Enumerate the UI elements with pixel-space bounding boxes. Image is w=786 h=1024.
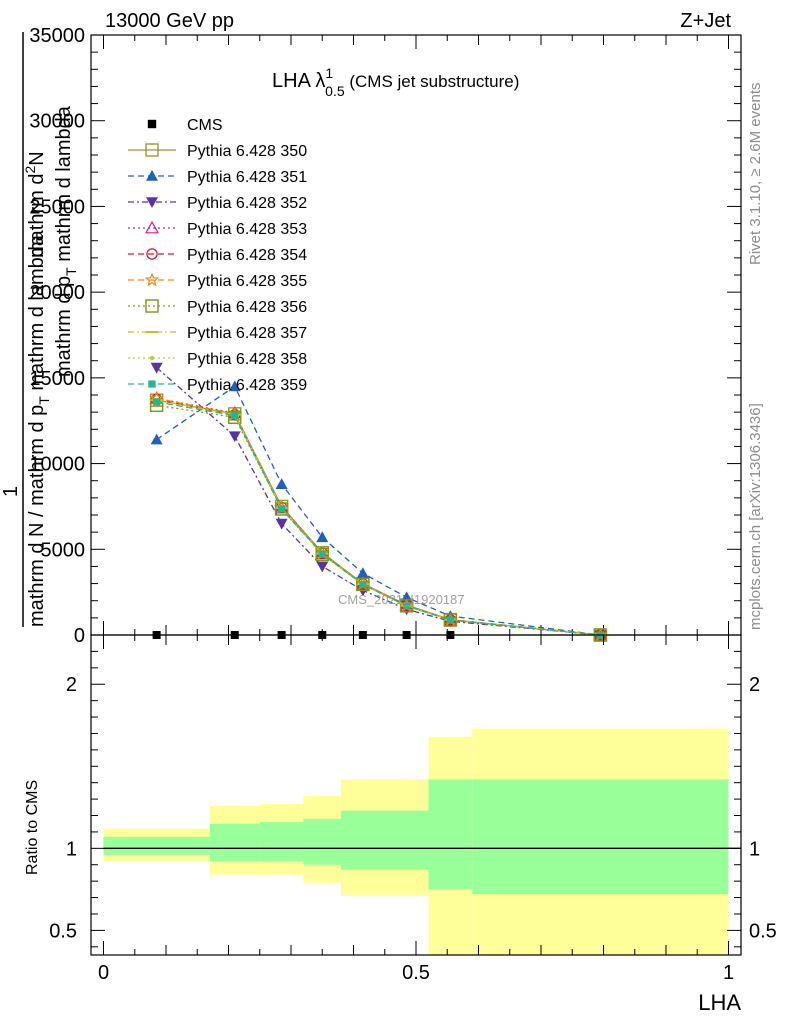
ratio-band-inner: [341, 810, 429, 870]
series-marker: [403, 602, 411, 610]
y-label-denominator: mathrm d pT mathrm d lambda: [53, 105, 79, 377]
legend-label: Pythia 6.428 357: [187, 325, 307, 342]
series-marker: [278, 505, 286, 513]
legend-label: Pythia 6.428 352: [187, 195, 307, 212]
series-marker: [228, 380, 241, 392]
ratio-band-inner: [472, 779, 729, 895]
legend-label: Pythia 6.428 354: [187, 247, 307, 264]
series-marker: [150, 362, 163, 374]
x-tick-label: 0.5: [402, 962, 430, 984]
header-process-label: Z+Jet: [680, 10, 731, 32]
ratio-band-inner: [428, 779, 473, 890]
x-axis-label: LHA: [698, 990, 741, 1015]
legend-label: Pythia 6.428 350: [187, 143, 307, 160]
ratio-panel: 0 0.5 1 0.5 0.5 1 1 2 2: [49, 634, 777, 984]
series-marker: [316, 531, 329, 543]
series-marker: [150, 433, 163, 445]
series-marker: [153, 398, 161, 406]
mcplots-label: mcplots.cern.ch [arXiv:1306.3436]: [747, 403, 764, 630]
ratio-band-inner: [303, 818, 341, 865]
y-tick-label: 35000: [29, 25, 85, 47]
series-line: [156, 400, 601, 636]
legend-marker: [144, 220, 160, 234]
legend-marker: [146, 248, 158, 260]
series-marker: [228, 431, 241, 443]
plot-title: LHA λ1 0.5 (CMS jet substructure): [272, 65, 519, 99]
legend-label: Pythia 6.428 358: [187, 351, 307, 368]
series-marker: [359, 581, 367, 589]
y-label-numerator: mathrm d2N: [22, 151, 48, 258]
legend-marker: [146, 197, 158, 208]
legend-label: Pythia 6.428 356: [187, 299, 307, 316]
y-label-one: 1: [0, 486, 22, 497]
legend-marker: [146, 170, 158, 181]
ratio-y-tick-label: 2: [66, 674, 77, 696]
ratio-band-inner: [103, 836, 210, 855]
legend-label-cms: CMS: [187, 117, 223, 134]
legend-marker: [145, 299, 159, 313]
series-marker: [231, 411, 239, 420]
series-line: [156, 367, 601, 636]
rivet-version-label: Rivet 3.1.10, ≥ 2.6M events: [747, 83, 764, 266]
series-marker: [318, 550, 326, 558]
ratio-y-tick-label-right: 0.5: [749, 920, 777, 942]
series-marker: [356, 567, 369, 579]
y-tick-label: 30000: [29, 111, 85, 133]
y-tick-label: 15000: [29, 368, 85, 390]
y-tick-label: 20000: [29, 282, 85, 304]
legend-marker: [145, 143, 159, 157]
ratio-band-inner: [209, 823, 260, 862]
series-marker: [275, 478, 288, 489]
series-marker: [446, 616, 454, 624]
legend-label: Pythia 6.428 353: [187, 221, 307, 238]
legend-marker: [144, 272, 160, 287]
legend-marker-cms: [147, 119, 157, 129]
legend-marker: [148, 380, 156, 388]
x-tick-label: 1: [723, 962, 734, 984]
legend-label: Pythia 6.428 351: [187, 169, 307, 186]
ratio-y-tick-label-right: 1: [749, 838, 760, 860]
y-axis-label: mathrm d2N mathrm d N / mathrm d pT math…: [0, 32, 79, 627]
legend-label: Pythia 6.428 355: [187, 273, 307, 290]
ratio-y-tick-label: 0.5: [49, 920, 77, 942]
ratio-y-axis-label: Ratio to CMS: [24, 780, 41, 875]
header-energy-label: 13000 GeV pp: [105, 10, 234, 32]
series-line: [156, 401, 601, 636]
y-label-denominator-fraction: mathrm d N / mathrm d pT mathrm d lambda: [26, 234, 52, 627]
series-line: [156, 385, 601, 636]
legend: CMS Pythia 6.428 350 Pythia 6.428 351 Pythi…: [128, 117, 307, 394]
ratio-y-tick-label-right: 2: [749, 674, 760, 696]
main-panel: 0 5000 10000 15000 20000 25000 30000 35000: [29, 25, 742, 647]
y-tick-label: 10000: [29, 454, 85, 476]
legend-marker: [150, 356, 154, 360]
y-tick-label: 0: [74, 625, 85, 647]
series-marker: [228, 410, 242, 424]
y-tick-label: 25000: [29, 196, 85, 218]
ratio-y-tick-label: 1: [66, 838, 77, 860]
analysis-watermark: CMS_2021_I1920187: [338, 592, 465, 607]
series-marker: [316, 561, 329, 573]
x-tick-label: 0: [98, 962, 109, 984]
series-marker: [275, 518, 288, 530]
ratio-band-inner: [259, 822, 304, 862]
y-tick-label: 5000: [41, 539, 86, 561]
legend-label: Pythia 6.428 359: [187, 377, 307, 394]
